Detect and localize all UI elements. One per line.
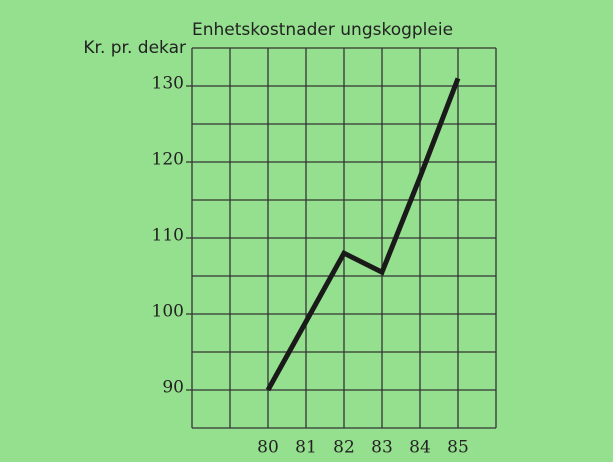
y-tick-label: 130: [152, 74, 184, 94]
x-tick-label: 85: [447, 438, 469, 458]
x-tick-label: 81: [295, 438, 317, 458]
x-tick-label: 82: [333, 438, 355, 458]
x-tick-label: 83: [371, 438, 393, 458]
x-tick-label: 84: [409, 438, 431, 458]
y-axis-label: Kr. pr. dekar: [83, 38, 186, 58]
chart-title: Enhetskostnader ungskogpleie: [192, 20, 453, 40]
y-tick-label: 90: [162, 378, 184, 398]
y-tick-label: 110: [152, 226, 184, 246]
y-tick-label: 120: [152, 150, 184, 170]
x-tick-label: 80: [257, 438, 279, 458]
data-line: [265, 77, 461, 392]
y-tick-label: 100: [152, 302, 184, 322]
